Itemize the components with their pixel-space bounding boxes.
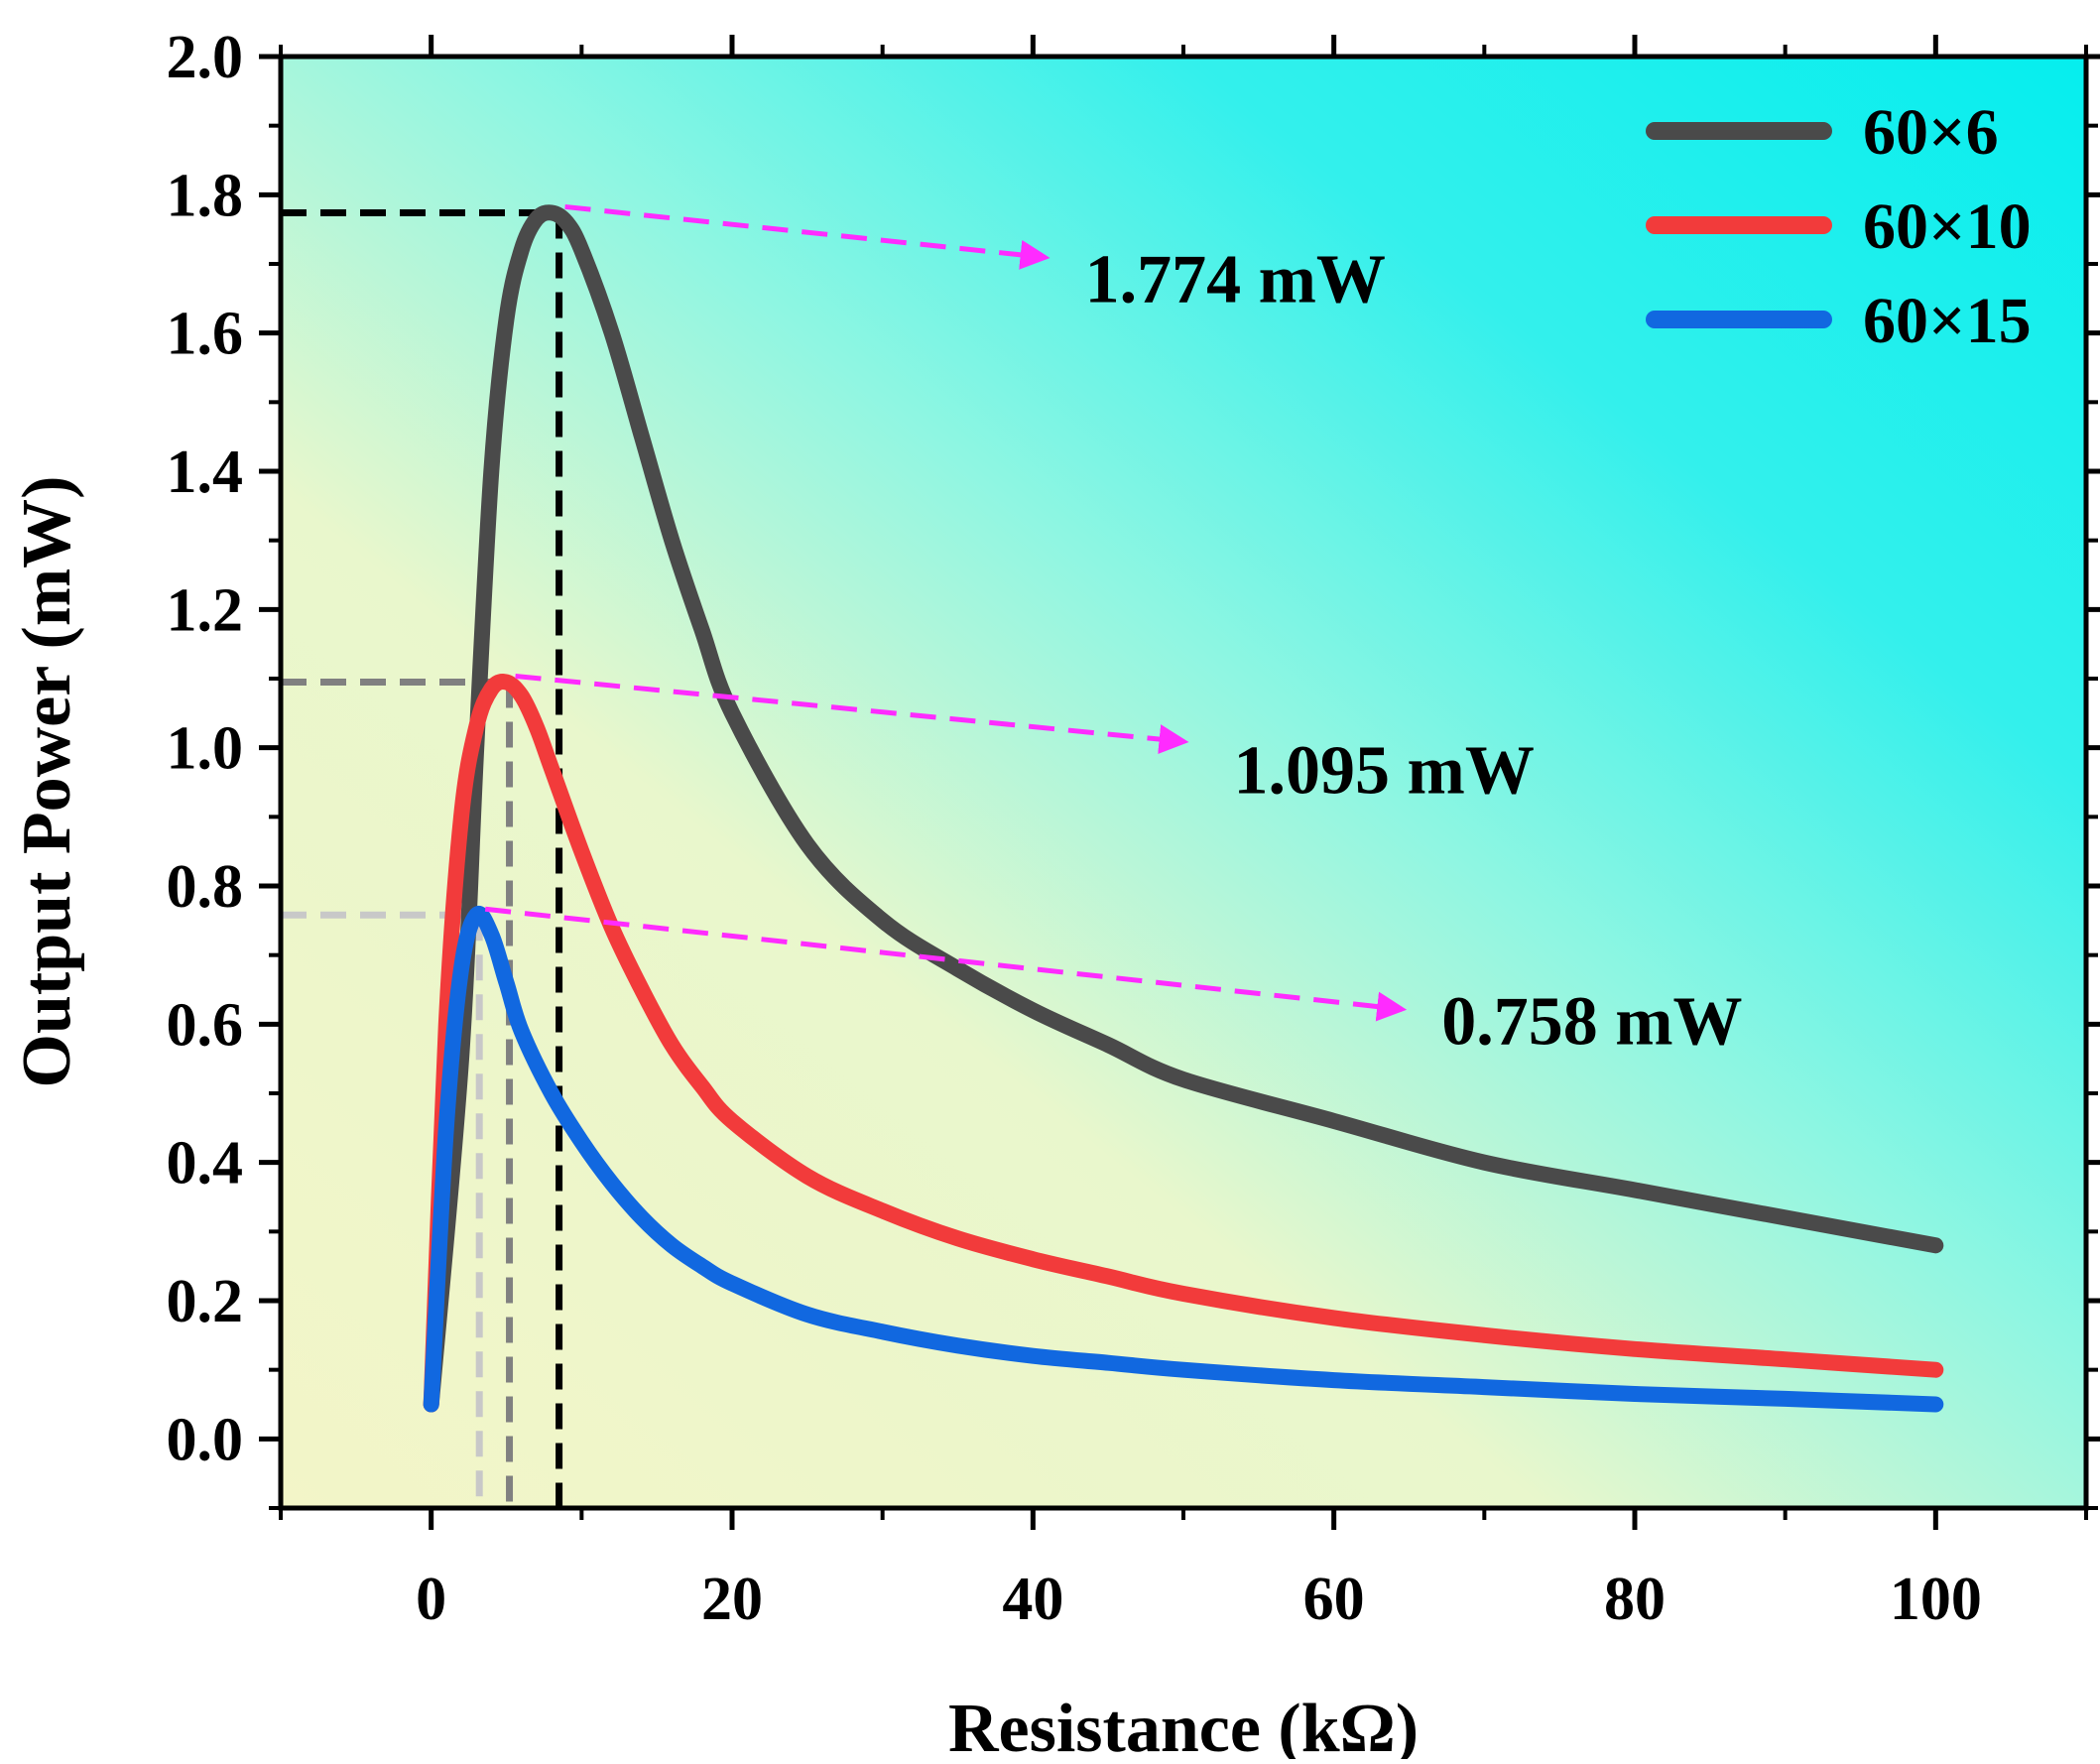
- x-tick-label: 40: [1002, 1566, 1063, 1633]
- x-axis-label: Resistance (kΩ): [948, 1691, 1419, 1759]
- legend-label: 60×10: [1863, 190, 2032, 263]
- y-tick-label: 0.0: [167, 1406, 244, 1473]
- x-tick-label: 20: [701, 1566, 763, 1633]
- legend-label: 60×15: [1863, 285, 2032, 357]
- x-tick-label: 100: [1890, 1566, 1982, 1633]
- y-tick-label: 1.6: [167, 301, 244, 368]
- y-tick-label: 2.0: [167, 24, 244, 91]
- legend-label: 60×6: [1863, 96, 1999, 169]
- annotation-label: 1.095 mW: [1234, 732, 1535, 809]
- y-tick-label: 0.2: [167, 1268, 244, 1335]
- annotation-label: 1.774 mW: [1085, 241, 1386, 317]
- y-tick-label: 0.4: [167, 1130, 244, 1197]
- y-tick-label: 1.0: [167, 715, 244, 783]
- x-tick-label: 0: [416, 1566, 446, 1633]
- y-axis-label: Output Power (mW): [9, 476, 85, 1088]
- y-tick-label: 1.4: [167, 439, 244, 506]
- annotation-label: 0.758 mW: [1441, 983, 1742, 1060]
- x-tick-label: 80: [1604, 1566, 1666, 1633]
- y-tick-label: 1.8: [167, 162, 244, 229]
- y-tick-label: 0.8: [167, 853, 244, 921]
- x-tick-label: 60: [1303, 1566, 1365, 1633]
- y-tick-label: 1.2: [167, 576, 244, 644]
- y-tick-label: 0.6: [167, 991, 244, 1059]
